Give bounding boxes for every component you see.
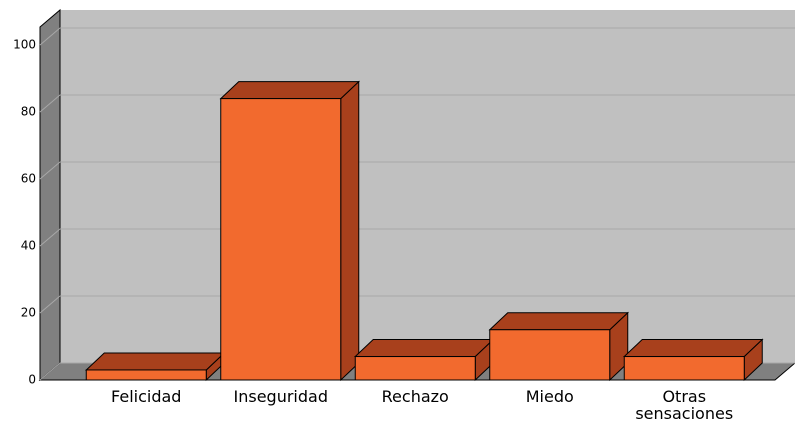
bar-top (84, 352, 226, 371)
grid-line (39, 228, 61, 247)
bar-side (340, 80, 360, 382)
x-tick-label: Otras sensaciones (635, 387, 734, 423)
bar-top (488, 312, 630, 331)
y-tick-label: 100 (13, 38, 36, 52)
grid-line (39, 161, 61, 180)
x-tick-label: Rechazo (381, 387, 449, 406)
x-tick-label: Felicidad (111, 387, 182, 406)
bar-top (622, 339, 764, 358)
x-tick-label: Miedo (525, 387, 574, 406)
bar (354, 356, 476, 381)
bar (489, 329, 611, 381)
y-tick-label: 0 (28, 373, 36, 387)
y-tick-label: 60 (21, 172, 36, 186)
bar-top (353, 339, 495, 358)
bar (623, 356, 745, 381)
grid-line (39, 27, 61, 46)
y-tick-label: 40 (21, 239, 36, 253)
grid-line (39, 94, 61, 113)
bar-top (219, 81, 361, 100)
x-tick-label: Inseguridad (233, 387, 328, 406)
bar (85, 369, 207, 381)
bar (220, 98, 342, 381)
y-tick-label: 80 (21, 105, 36, 119)
back-wall (60, 10, 795, 363)
grid-line (39, 295, 61, 314)
grid-line (39, 362, 61, 381)
y-tick-label: 20 (21, 306, 36, 320)
side-wall (39, 8, 61, 382)
